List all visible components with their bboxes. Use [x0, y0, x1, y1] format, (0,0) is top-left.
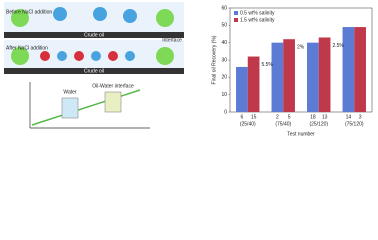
particle	[156, 9, 174, 27]
bar-label: 6	[241, 114, 244, 120]
y-tick-label: 0	[224, 109, 227, 115]
ion	[74, 51, 84, 61]
bar-label: 2	[276, 114, 279, 120]
x-group-label: (25/40)	[240, 121, 256, 127]
beaker	[104, 91, 122, 113]
crude-label: Crude oil	[84, 68, 104, 74]
y-tick-label: 60	[221, 5, 227, 11]
crude-band-bottom	[4, 68, 184, 74]
legend-swatch	[234, 18, 238, 22]
y-tick-label: 50	[221, 23, 227, 29]
bar-label: 15	[251, 114, 257, 120]
figure: Before NaCl addition After NaCl addition…	[4, 2, 373, 137]
bar-label: 18	[310, 114, 316, 120]
ion	[125, 51, 135, 61]
y-tick-label: 10	[221, 92, 227, 98]
water-label: Water	[63, 89, 76, 95]
particle	[123, 9, 137, 23]
particle	[53, 7, 67, 21]
crude-band-top	[4, 32, 184, 38]
y-tick-label: 40	[221, 40, 227, 46]
annotation: 2%	[297, 45, 305, 51]
bar	[307, 42, 319, 112]
x-axis-label: Test number	[287, 131, 315, 137]
bar	[318, 37, 331, 112]
annotation: 2.5%	[332, 43, 344, 49]
x-group-label: (75/120)	[345, 121, 364, 127]
beaker	[61, 97, 79, 119]
bar	[342, 27, 355, 112]
legend-label: 1.5 wt% salinity	[240, 17, 275, 23]
ion	[91, 51, 101, 61]
x-group-label: (75/40)	[275, 121, 291, 127]
before-label: Before NaCl addition	[6, 9, 52, 15]
particle	[156, 47, 174, 65]
bar-label: 5	[288, 114, 291, 120]
bar	[247, 56, 260, 112]
annotation: 5.5%	[261, 62, 273, 68]
x-group-label: (25/120)	[309, 121, 328, 127]
legend-swatch	[234, 11, 238, 15]
particle	[11, 9, 29, 27]
bar-label: 14	[346, 114, 352, 120]
bar-label: 3	[359, 114, 362, 120]
after-label: After NaCl addition	[6, 45, 48, 51]
interface-label: Interface	[162, 37, 182, 43]
trend-arrow	[31, 89, 141, 126]
particle	[93, 7, 107, 21]
bar-label: 13	[322, 114, 328, 120]
bar	[271, 42, 284, 112]
legend-label: 0.5 wt% salinity	[240, 10, 275, 16]
crude-label: Crude oil	[84, 32, 104, 38]
y-tick-label: 20	[221, 75, 227, 81]
bar	[283, 39, 295, 113]
ion	[40, 51, 50, 61]
bar	[354, 27, 366, 112]
bar	[236, 66, 248, 112]
diagram: Before NaCl addition After NaCl addition…	[4, 2, 184, 129]
y-tick-label: 30	[221, 57, 227, 63]
ion	[108, 51, 118, 61]
particle	[11, 47, 29, 65]
y-axis-label: Final oil Recovery (%)	[211, 35, 217, 84]
oil-water-label: Oil-Water interface	[92, 83, 134, 89]
ion	[57, 51, 67, 61]
